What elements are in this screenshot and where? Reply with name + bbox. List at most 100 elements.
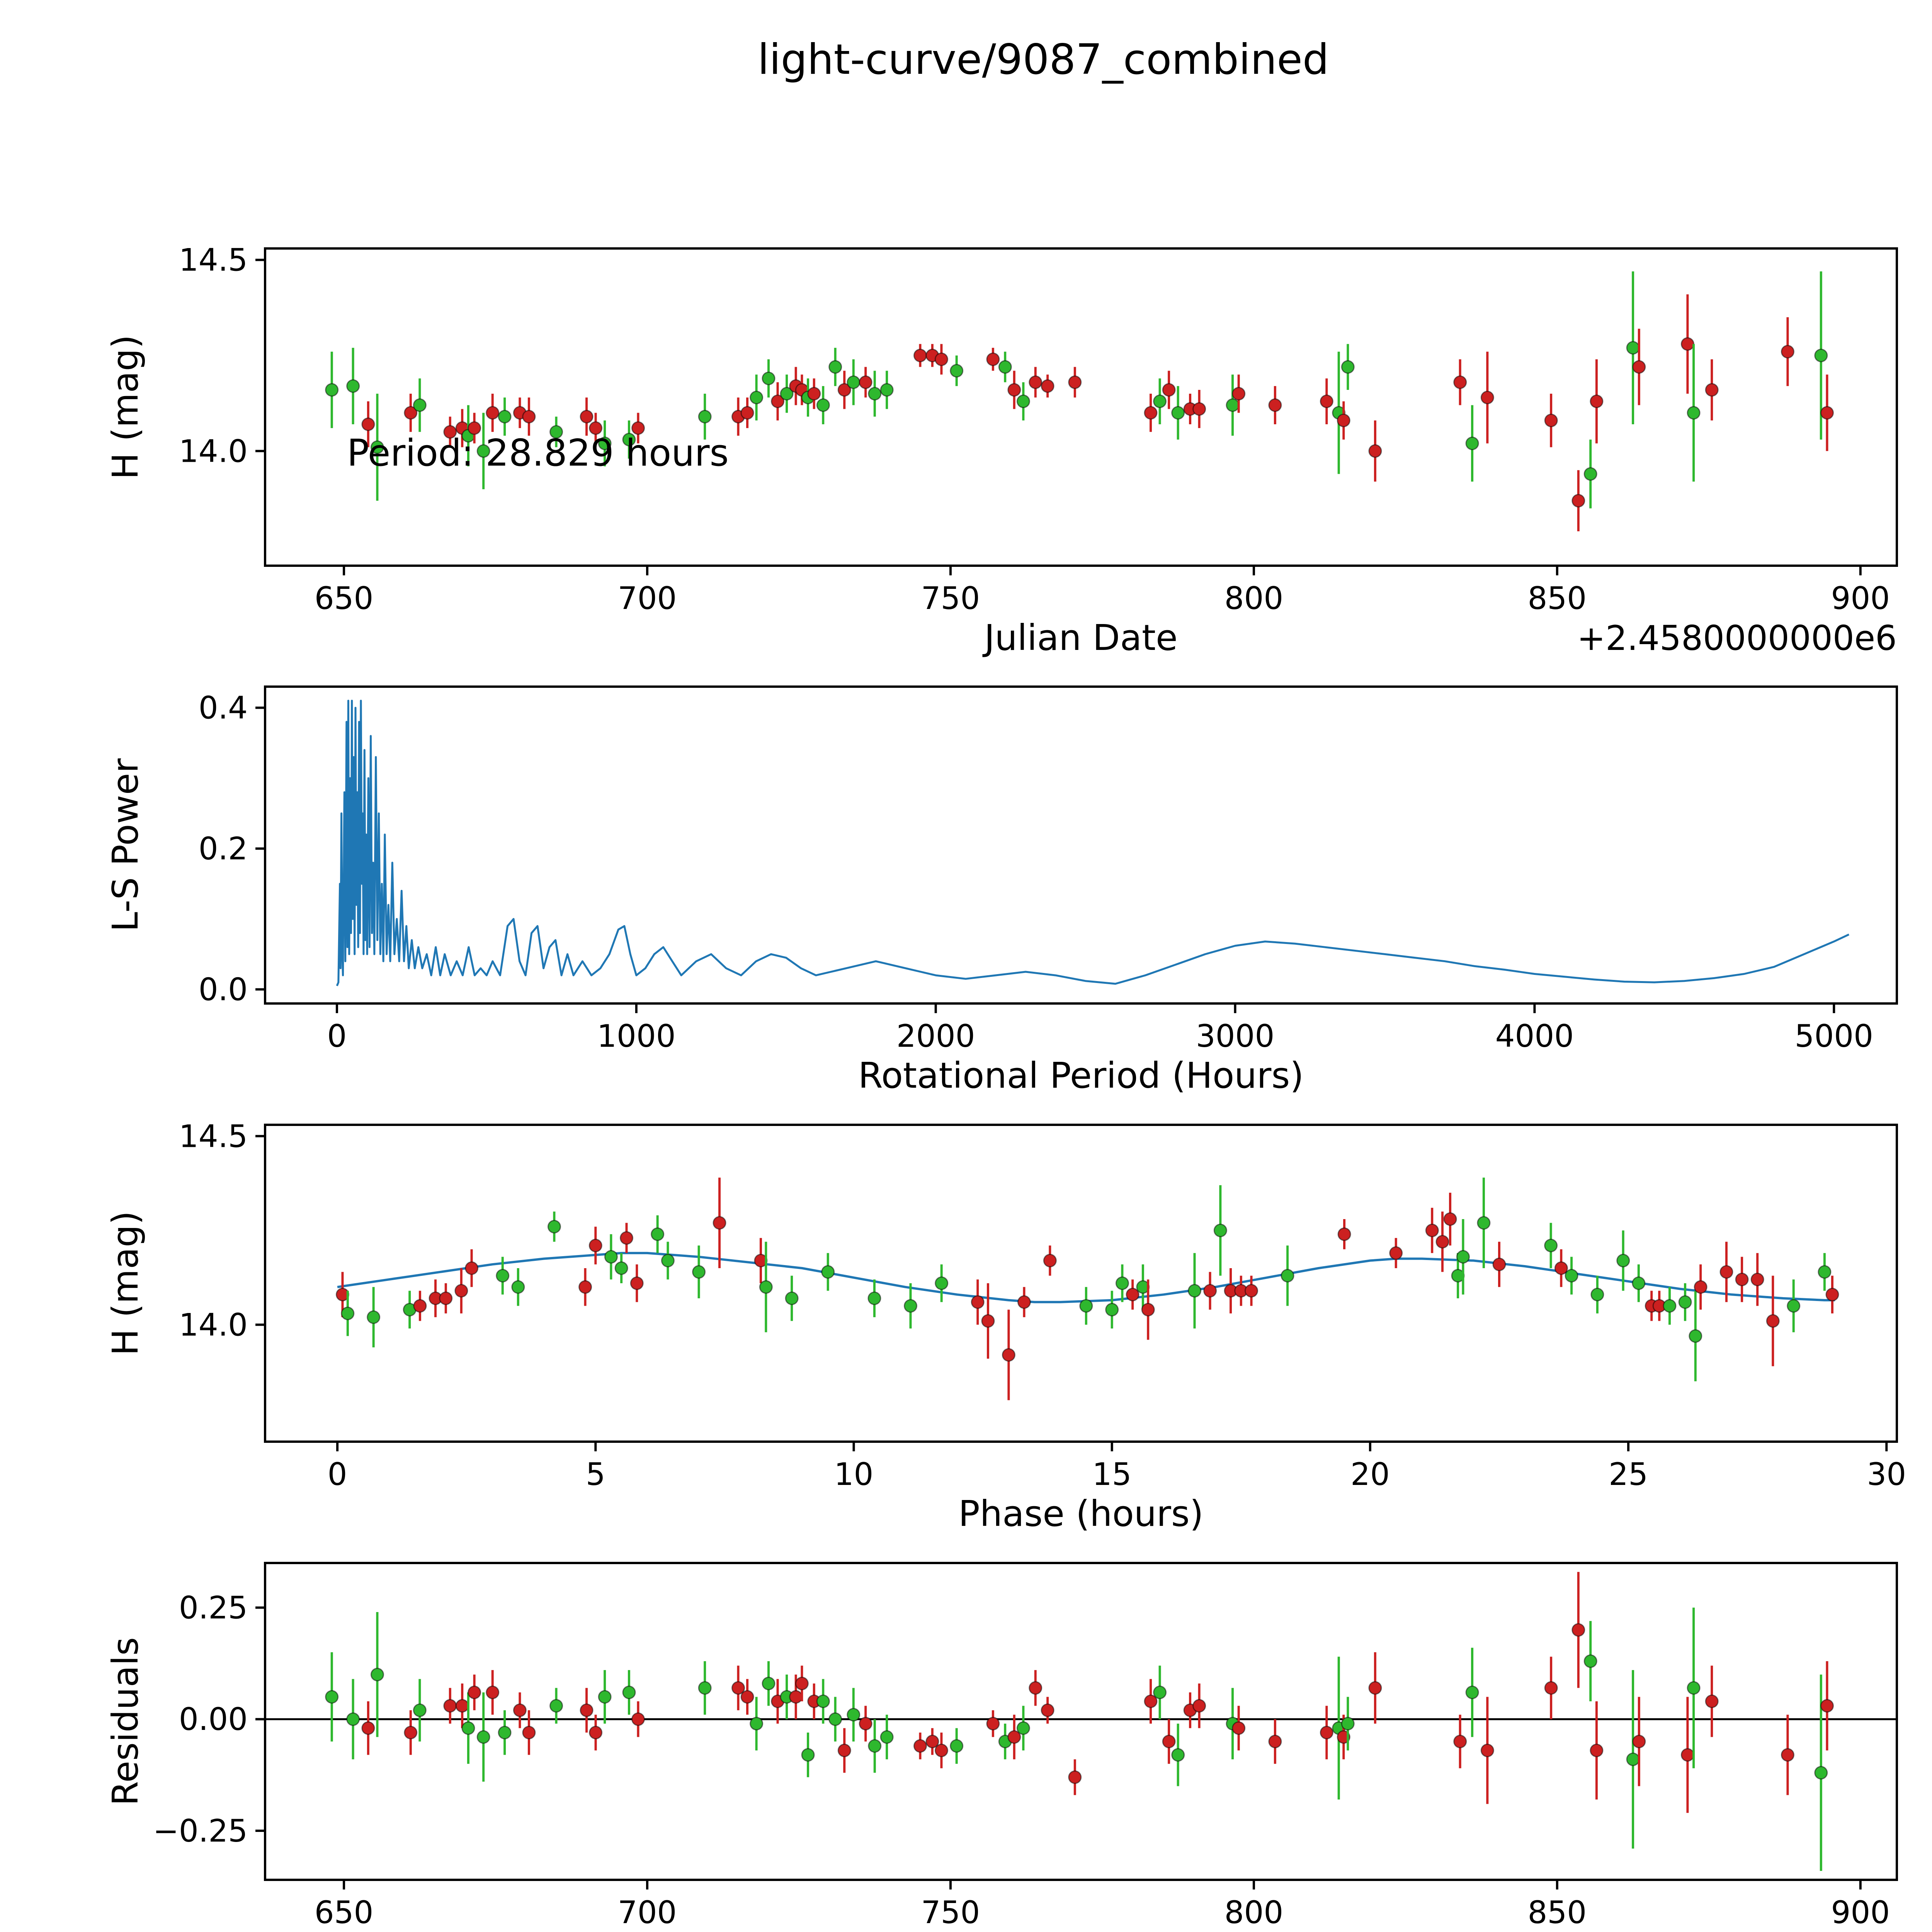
data-point xyxy=(1016,395,1030,408)
y-tick-label: −0.25 xyxy=(153,1813,248,1849)
data-point xyxy=(771,395,785,408)
data-point xyxy=(759,1280,773,1294)
data-point xyxy=(1632,1276,1646,1290)
data-point xyxy=(468,1685,481,1699)
data-point xyxy=(986,1717,1000,1731)
data-point xyxy=(998,360,1012,374)
data-point xyxy=(1029,375,1043,389)
data-point xyxy=(1153,1685,1167,1699)
x-tick-label: 2000 xyxy=(896,1018,975,1054)
data-point xyxy=(1818,1265,1832,1279)
data-point xyxy=(1368,444,1382,458)
x-axis-label: Julian Date xyxy=(982,617,1177,658)
data-point xyxy=(1268,1735,1282,1748)
data-point xyxy=(859,375,872,389)
y-tick-label: 14.5 xyxy=(179,242,248,278)
data-point xyxy=(807,387,821,401)
panel-lightcurve: 650 700 750 800 850 900 14.0 14.5 Julian Date +2.… xyxy=(105,242,1898,658)
data-point xyxy=(1719,1265,1733,1279)
data-point xyxy=(1735,1272,1749,1286)
data-point xyxy=(1590,395,1604,408)
data-point xyxy=(698,410,712,423)
data-point xyxy=(837,1743,851,1757)
data-point xyxy=(925,1735,939,1748)
data-point xyxy=(1663,1299,1677,1313)
data-point xyxy=(522,1726,536,1740)
data-point xyxy=(1213,1223,1227,1237)
data-point xyxy=(1465,1685,1479,1699)
x-tick-label: 650 xyxy=(315,1895,374,1930)
data-point xyxy=(1571,1623,1585,1637)
x-tick-label: 800 xyxy=(1225,1895,1284,1930)
data-point xyxy=(598,1690,612,1704)
data-point xyxy=(1281,1269,1294,1282)
data-point xyxy=(1007,1730,1021,1744)
data-point xyxy=(455,1699,469,1713)
x-axis-label: Rotational Period (Hours) xyxy=(858,1055,1304,1096)
axes-spines xyxy=(264,1124,1898,1443)
data-point xyxy=(1105,1303,1119,1316)
data-point xyxy=(698,1681,712,1695)
data-point xyxy=(692,1265,706,1279)
data-point xyxy=(1544,1238,1558,1252)
data-point xyxy=(795,1677,809,1690)
data-point xyxy=(522,410,536,423)
y-tick-label: 14.0 xyxy=(179,433,248,469)
data-point xyxy=(1554,1261,1568,1275)
data-point xyxy=(346,379,360,393)
data-point xyxy=(476,444,490,458)
data-point xyxy=(513,1703,527,1717)
data-point xyxy=(868,387,882,401)
x-tick-label: 15 xyxy=(1092,1456,1132,1492)
y-axis-label: Residuals xyxy=(105,1637,146,1806)
data-point xyxy=(1480,391,1494,405)
data-point xyxy=(1453,1735,1467,1748)
data-point xyxy=(370,440,384,454)
data-point xyxy=(1544,413,1558,427)
data-point xyxy=(1626,341,1640,355)
data-point xyxy=(547,1220,561,1234)
data-point xyxy=(1188,1284,1202,1298)
data-point xyxy=(1781,345,1794,359)
data-point xyxy=(1126,1287,1139,1301)
data-point xyxy=(828,1712,842,1726)
data-point xyxy=(780,387,794,401)
data-point xyxy=(580,1703,594,1717)
data-point xyxy=(1632,360,1646,374)
data-point xyxy=(465,1261,479,1275)
data-point xyxy=(1341,360,1355,374)
data-point xyxy=(1766,1314,1780,1328)
data-point xyxy=(413,1703,427,1717)
data-point xyxy=(1337,413,1350,427)
x-axis-label: Phase (hours) xyxy=(958,1493,1203,1534)
data-point xyxy=(325,383,339,397)
x-axis-offset-label: +2.4580000000e6 xyxy=(1577,618,1897,658)
data-point xyxy=(498,1726,512,1740)
data-point xyxy=(454,1284,468,1298)
axes-spines xyxy=(264,1562,1898,1881)
data-point xyxy=(1171,406,1185,420)
data-point xyxy=(443,425,457,439)
data-point xyxy=(1115,1276,1129,1290)
data-point xyxy=(1680,1748,1694,1762)
data-point xyxy=(631,421,645,435)
data-point xyxy=(1162,383,1176,397)
data-point xyxy=(1368,1681,1382,1695)
data-point xyxy=(1689,1329,1702,1343)
data-point xyxy=(1678,1295,1692,1309)
data-point xyxy=(950,1739,964,1753)
data-point xyxy=(1232,387,1246,401)
data-point xyxy=(1002,1348,1015,1362)
y-tick-label: 14.0 xyxy=(179,1307,248,1343)
data-point xyxy=(1268,398,1282,412)
data-point xyxy=(816,1694,830,1708)
data-point xyxy=(1626,1752,1640,1766)
data-point xyxy=(361,417,375,431)
data-point xyxy=(1465,436,1479,450)
data-point xyxy=(1079,1299,1093,1313)
panel-periodogram: 0 1000 2000 3000 4000 5000 0.0 0.2 0.4 Rotational… xyxy=(105,685,1898,1096)
data-point xyxy=(828,360,842,374)
y-tick-label: 0.25 xyxy=(179,1590,248,1626)
data-point xyxy=(913,1739,927,1753)
data-point xyxy=(837,383,851,397)
